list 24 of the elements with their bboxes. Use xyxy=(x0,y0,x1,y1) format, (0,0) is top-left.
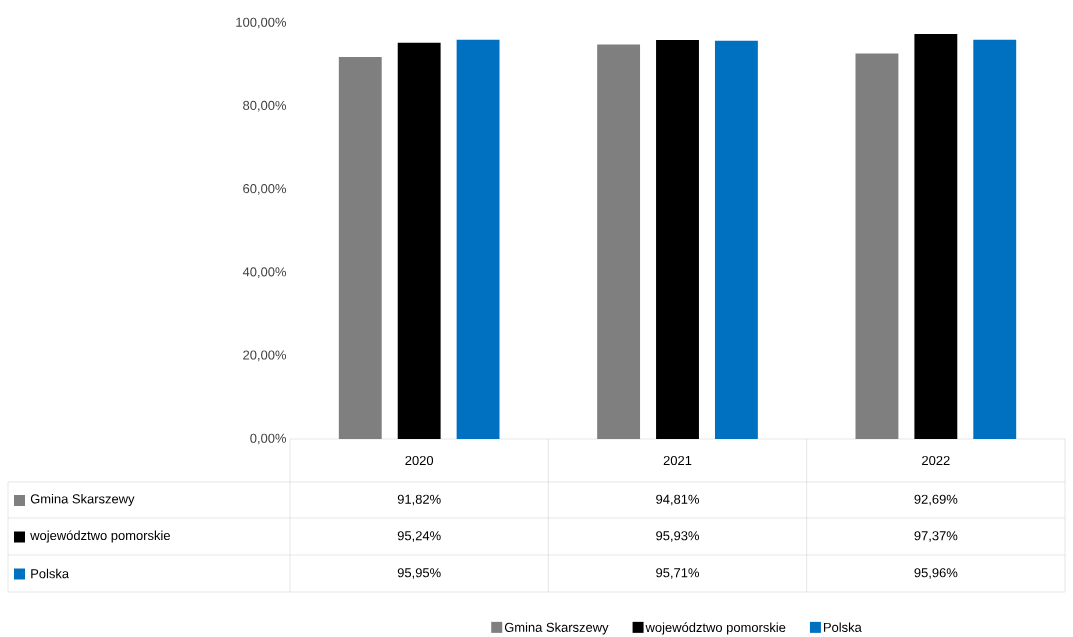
data-label: 95,96% xyxy=(914,568,958,579)
data-label: 95,93% xyxy=(656,531,700,542)
y-tick-label: 100,00% xyxy=(236,17,287,29)
data-label: 95,71% xyxy=(656,568,700,579)
text: Polska xyxy=(31,568,70,579)
y-tick-label: 60,00% xyxy=(243,184,287,195)
legend-label: Polska xyxy=(823,622,862,632)
legend-label: województwo pomorskie xyxy=(645,622,786,635)
legend-label: Gmina Skarszewy xyxy=(504,622,609,635)
y-tick-label: 80,00% xyxy=(243,100,287,112)
data-label: 91,82% xyxy=(397,494,441,506)
x-tick-label: 2020 xyxy=(405,455,434,466)
data-label: 95,24% xyxy=(397,531,441,542)
data-label: 94,81% xyxy=(656,494,700,506)
y-tick-label: 20,00% xyxy=(243,350,287,362)
data-label: 92,69% xyxy=(914,494,958,506)
text: województwo pomorskie xyxy=(30,530,170,543)
y-tick-label: 40,00% xyxy=(242,267,287,278)
x-tick-label: 2021 xyxy=(663,455,692,466)
x-tick-label: 2022 xyxy=(922,455,950,466)
y-tick-label: 0,00% xyxy=(250,433,287,445)
text: Gmina Skarszewy xyxy=(30,493,135,507)
data-label: 97,37% xyxy=(914,531,958,542)
data-label: 95,95% xyxy=(397,568,441,579)
